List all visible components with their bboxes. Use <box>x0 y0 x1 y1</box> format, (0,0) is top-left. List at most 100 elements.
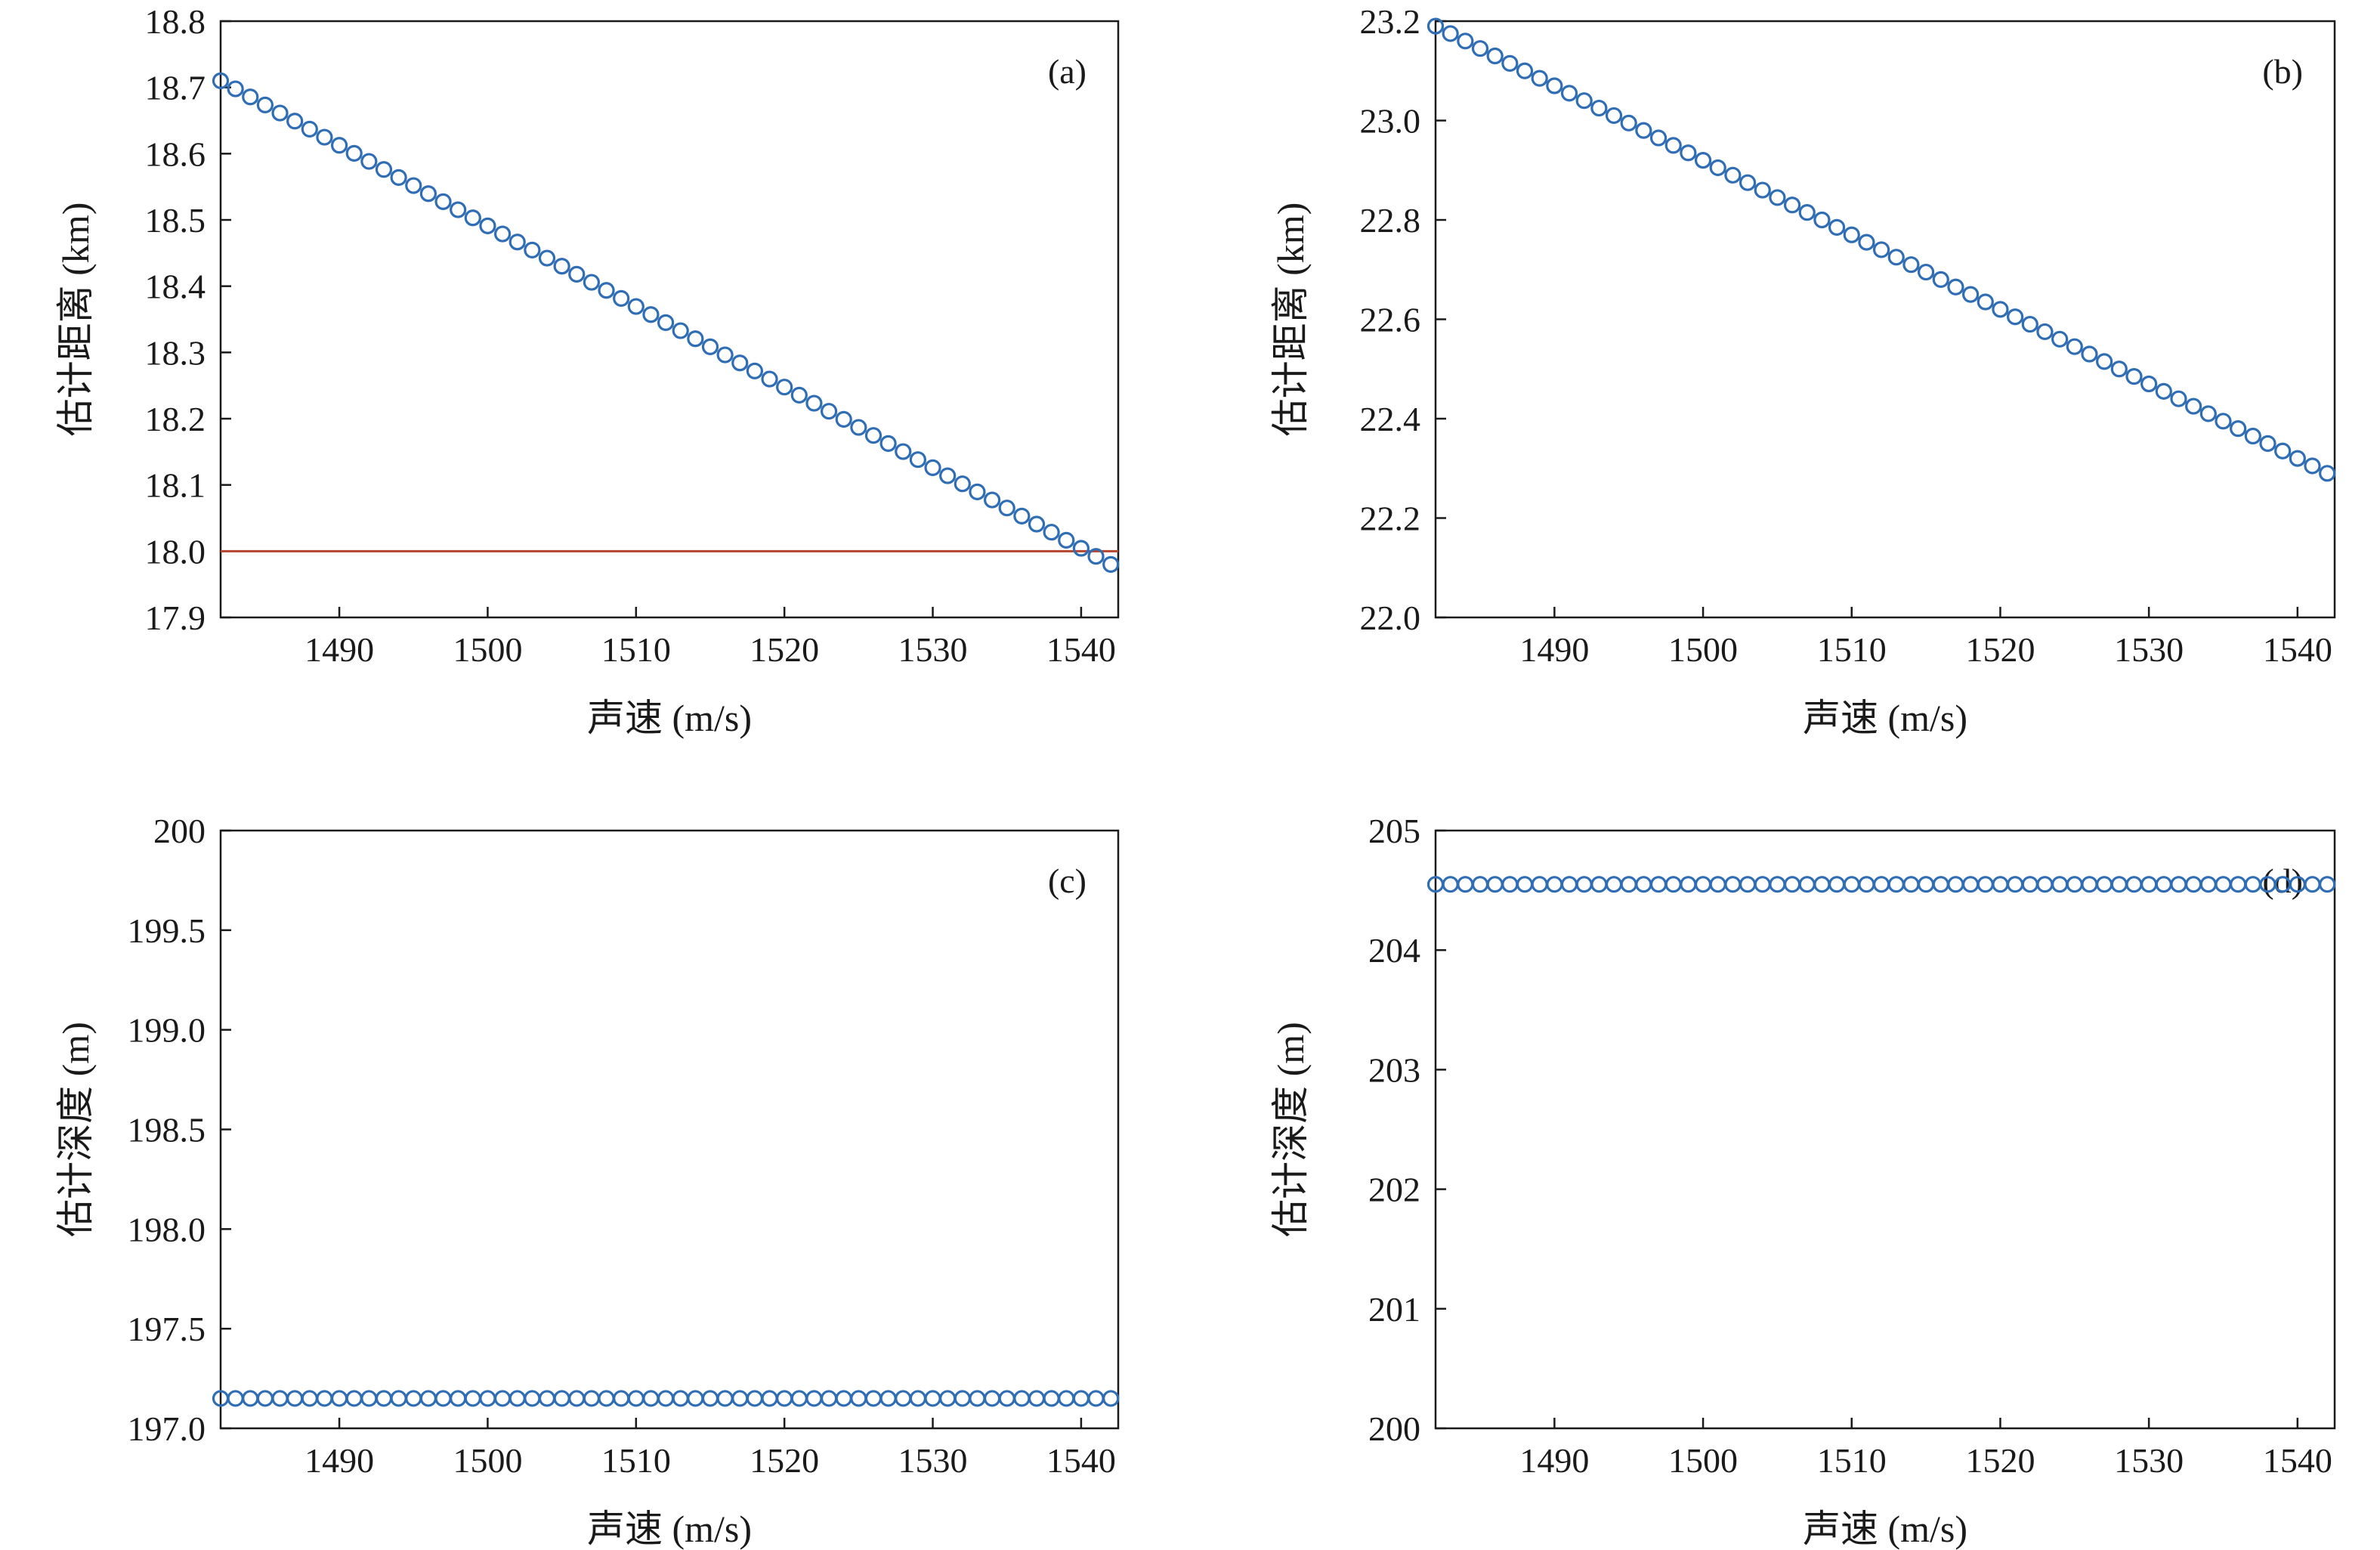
data-point <box>1798 204 1816 221</box>
data-point <box>2304 876 2321 893</box>
data-point <box>746 362 764 379</box>
data-point <box>2066 338 2083 355</box>
data-point <box>998 1390 1015 1407</box>
data-point <box>1058 1390 1075 1407</box>
data-point <box>1605 876 1623 893</box>
x-tick-label: 1510 <box>1817 1441 1887 1480</box>
y-tick-label: 18.5 <box>145 201 206 240</box>
data-point <box>286 113 304 130</box>
data-point <box>1917 876 1935 893</box>
x-axis-label: 声速 (m/s) <box>587 1508 752 1550</box>
data-point <box>2319 465 2336 482</box>
plot-frame <box>219 829 1120 1430</box>
data-point <box>879 435 897 452</box>
data-point <box>1649 129 1668 147</box>
x-tick-label: 1530 <box>2114 630 2184 669</box>
data-point <box>954 1390 971 1407</box>
data-point <box>2125 876 2143 893</box>
y-tick-label: 18.7 <box>145 69 206 107</box>
data-point <box>1872 241 1890 258</box>
data-point <box>1709 876 1726 893</box>
data-point <box>1694 876 1712 893</box>
y-tick-label: 204 <box>1368 931 1420 970</box>
plot-frame <box>1434 20 2336 619</box>
data-point <box>820 403 838 420</box>
data-point <box>1902 876 1920 893</box>
data-point <box>419 1390 437 1407</box>
y-tick-label: 201 <box>1368 1290 1420 1329</box>
y-tick-label: 18.2 <box>145 400 206 438</box>
data-point <box>731 354 749 372</box>
data-point <box>2170 876 2187 893</box>
data-point <box>1902 256 1920 274</box>
data-point <box>464 209 481 227</box>
data-point <box>1843 226 1860 243</box>
data-point <box>1028 515 1046 533</box>
data-point <box>212 72 230 90</box>
data-point <box>464 1390 481 1407</box>
data-point <box>1471 876 1489 893</box>
x-tick-label: 1490 <box>1519 1441 1589 1480</box>
data-point <box>820 1390 838 1407</box>
data-point <box>1486 47 1504 65</box>
x-tick-label: 1520 <box>1965 1441 2035 1480</box>
panel-c: 1490 1500 1510 1520 1530 1540 197.0 197.5 198.0 1… <box>54 812 1120 1550</box>
data-point <box>1932 876 1949 893</box>
y-tick-label: 200 <box>153 812 206 850</box>
y-tick-label: 23.0 <box>1360 102 1421 141</box>
y-tick-label: 22.0 <box>1360 599 1421 637</box>
data-point <box>776 1390 793 1407</box>
data-point <box>1635 122 1652 139</box>
y-axis-label: 估计深度 (m) <box>1269 1022 1312 1237</box>
data-point <box>1872 876 1890 893</box>
x-tick-label: 1510 <box>601 630 671 669</box>
data-point <box>271 104 289 122</box>
panel-tag: (a) <box>1048 52 1086 91</box>
data-point <box>405 1390 422 1407</box>
data-point <box>2021 876 2038 893</box>
data-point <box>776 379 793 396</box>
data-point <box>242 1390 259 1407</box>
data-point <box>2230 876 2247 893</box>
data-point <box>390 169 407 186</box>
data-point <box>2051 330 2069 348</box>
data-point <box>1516 876 1534 893</box>
x-tick-label: 1490 <box>1519 630 1589 669</box>
data-point <box>939 1390 957 1407</box>
y-tick-label: 18.4 <box>145 268 206 306</box>
data-point <box>1013 1390 1031 1407</box>
data-point <box>1486 876 1504 893</box>
data-point <box>316 1390 333 1407</box>
data-point <box>1917 263 1935 281</box>
data-point <box>2304 457 2321 475</box>
data-point <box>1043 524 1060 541</box>
data-point <box>419 185 437 203</box>
data-point <box>450 201 467 218</box>
data-point <box>479 217 496 234</box>
data-point <box>1858 876 1875 893</box>
data-point <box>895 1390 912 1407</box>
y-tick-label: 18.3 <box>145 333 206 372</box>
data-point <box>1501 876 1519 893</box>
data-point <box>242 88 259 106</box>
data-point <box>983 1390 1001 1407</box>
data-point <box>1813 876 1831 893</box>
y-tick-label: 199.5 <box>128 911 206 950</box>
data-point <box>1709 159 1726 177</box>
data-point <box>716 346 734 364</box>
data-point <box>627 1390 644 1407</box>
y-tick-label: 18.6 <box>145 135 206 173</box>
data-point <box>1072 1390 1090 1407</box>
data-point <box>345 144 363 162</box>
data-point <box>583 1390 601 1407</box>
data-point <box>1635 876 1652 893</box>
data-point <box>1724 876 1742 893</box>
data-point <box>939 467 957 484</box>
x-tick-label: 1540 <box>1046 1441 1116 1480</box>
data-point <box>301 120 318 138</box>
data-point <box>1694 152 1712 169</box>
data-point <box>2110 360 2128 378</box>
y-tick-label: 22.6 <box>1360 301 1421 339</box>
data-point <box>2140 375 2158 393</box>
y-tick-label: 198.5 <box>128 1111 206 1149</box>
